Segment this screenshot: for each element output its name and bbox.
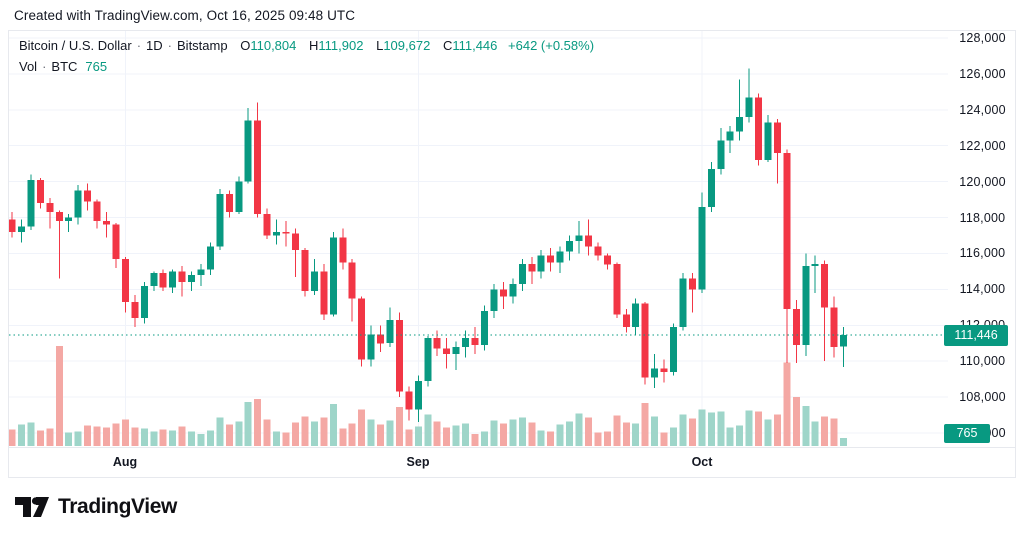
price-tick-label: 122,000 — [959, 139, 1006, 153]
price-tick-label: 126,000 — [959, 67, 1006, 81]
volume-unit: BTC — [51, 59, 78, 74]
close-value: 111,446 — [452, 38, 498, 53]
last-volume-badge: 765 — [944, 424, 990, 443]
legend-separator: · — [167, 38, 173, 53]
open-key: O — [240, 38, 251, 53]
time-axis-label: Aug — [112, 455, 138, 469]
price-tick-label: 120,000 — [959, 175, 1006, 189]
time-axis-label: Oct — [691, 455, 713, 469]
price-tick-label: 110,000 — [959, 354, 1006, 368]
price-tick-label: 116,000 — [959, 246, 1006, 260]
exchange-name: Bitstamp — [177, 38, 228, 53]
price-tick-label: 128,000 — [959, 31, 1006, 45]
price-axis[interactable]: 111,446 765 128,000 126,000 124,000 122,000… — [944, 31, 1016, 447]
symbol-title[interactable]: Bitcoin / U.S. Dollar — [19, 38, 132, 53]
attribution-text: Created with TradingView.com, Oct 16, 20… — [14, 8, 356, 23]
close-key: C — [442, 38, 453, 53]
change-value: +642 (+0.58%) — [508, 38, 595, 53]
tradingview-logo-icon — [15, 497, 49, 517]
volume-label: Vol — [19, 59, 38, 74]
candlestick-chart[interactable] — [9, 31, 948, 446]
last-price-badge: 111,446 — [944, 325, 1008, 346]
price-tick-label: 114,000 — [959, 282, 1006, 296]
time-axis-label: Sep — [406, 455, 430, 469]
price-tick-label: 108,000 — [959, 390, 1006, 404]
chart-card: Bitcoin / U.S. Dollar · 1D · Bitstamp O110,8… — [8, 30, 1016, 478]
low-key: L — [376, 38, 384, 53]
high-value: 111,902 — [318, 38, 364, 53]
tradingview-logo[interactable]: TradingView — [14, 492, 177, 522]
price-tick-label: 118,000 — [959, 211, 1006, 225]
open-value: 110,804 — [250, 38, 297, 53]
legend-volume-row: Vol · BTC 765 — [19, 57, 594, 78]
low-value: 109,672 — [383, 38, 431, 53]
interval-value[interactable]: 1D — [146, 38, 163, 53]
high-key: H — [309, 38, 319, 53]
brand-text: TradingView — [58, 495, 177, 518]
legend-separator: · — [136, 38, 142, 53]
time-axis[interactable]: Aug Sep Oct — [9, 447, 1015, 477]
legend: Bitcoin / U.S. Dollar · 1D · Bitstamp O110,8… — [19, 36, 594, 78]
legend-symbol-row: Bitcoin / U.S. Dollar · 1D · Bitstamp O110,8… — [19, 36, 594, 57]
price-tick-label: 124,000 — [959, 103, 1006, 117]
volume-value: 765 — [85, 59, 108, 74]
price-pane[interactable]: Bitcoin / U.S. Dollar · 1D · Bitstamp O110,8… — [9, 31, 948, 446]
legend-separator: · — [42, 59, 47, 74]
